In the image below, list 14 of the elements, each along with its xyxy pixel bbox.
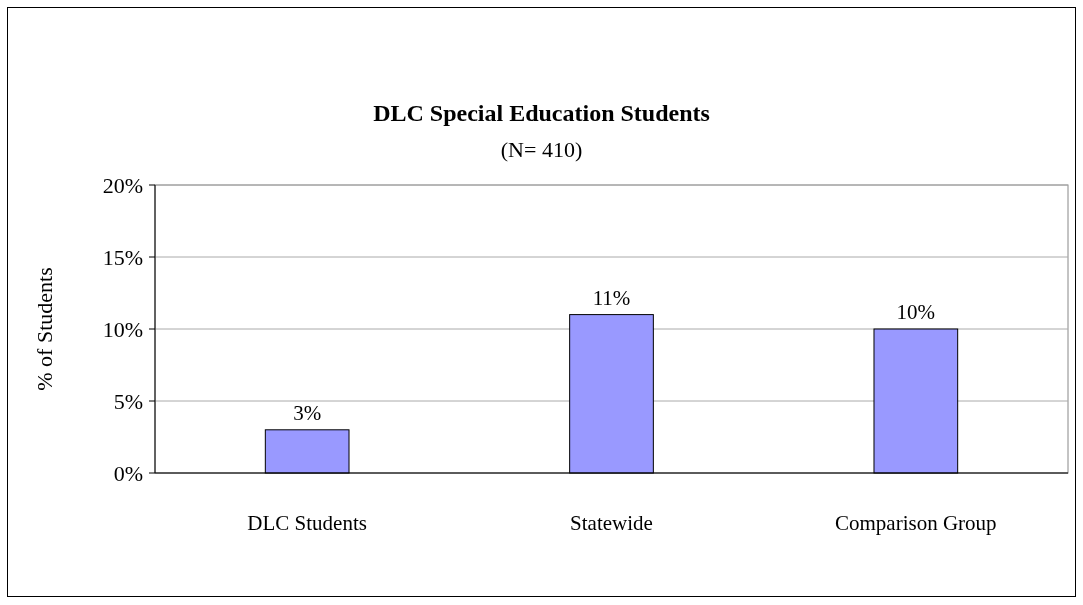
y-axis-title: % of Students — [32, 267, 57, 391]
y-tick-label: 20% — [102, 172, 143, 198]
x-tick-label: Statewide — [570, 511, 653, 535]
data-label: 11% — [592, 285, 631, 310]
x-tick-label: Comparison Group — [835, 511, 997, 535]
data-label: 10% — [896, 300, 936, 324]
y-tick-label: 10% — [102, 316, 143, 342]
y-tick-label: 5% — [113, 388, 143, 414]
chart-subtitle: (N= 410) — [500, 137, 583, 162]
y-tick-label: 0% — [113, 460, 143, 486]
y-tick-label: 15% — [102, 244, 143, 270]
x-tick-label: DLC Students — [247, 511, 367, 535]
chart-title: DLC Special Education Students — [373, 100, 710, 126]
data-label: 3% — [293, 400, 322, 425]
